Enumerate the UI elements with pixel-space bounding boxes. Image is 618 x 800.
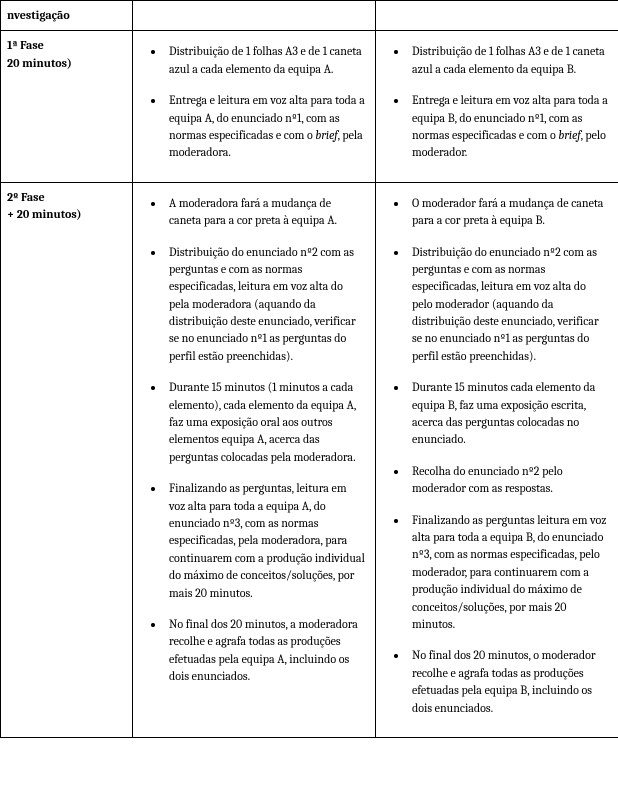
- list-item: Distribuição de 1 folhas A3 e de 1 canet…: [165, 43, 373, 78]
- phase-label: nvestigação: [1, 1, 133, 31]
- table-row: 1ª Fase20 minutos) Distribuição de 1 folh…: [1, 31, 618, 182]
- list-item: No final dos 20 minutos, a moderadora re…: [165, 616, 373, 686]
- list-item: A moderadora fará a mudança de caneta pa…: [165, 195, 373, 230]
- list-item: Durante 15 minutos (1 minutos a cada ele…: [165, 379, 373, 466]
- bullet-list: O moderador fará a mudança de caneta par…: [382, 195, 616, 717]
- list-item: No final dos 20 minutos, o moderador rec…: [408, 647, 616, 717]
- list-item: Distribuição de 1 folhas A3 e de 1 canet…: [408, 43, 616, 78]
- phase-label: 1ª Fase20 minutos): [1, 31, 133, 182]
- list-item: Entrega e leitura em voz alta para toda …: [165, 92, 373, 162]
- list-item: Finalizando as perguntas leitura em voz …: [408, 512, 616, 634]
- table-row: nvestigação: [1, 1, 618, 31]
- team-b-column: O moderador fará a mudança de caneta par…: [376, 182, 618, 737]
- list-item: Recolha do enunciado nº2 pelo moderador …: [408, 463, 616, 498]
- table-row: 2º Fase+ 20 minutos) A moderadora fará a …: [1, 182, 618, 737]
- list-item: Finalizando as perguntas, leitura em voz…: [165, 480, 373, 602]
- list-item: Entrega e leitura em voz alta para toda …: [408, 92, 616, 162]
- list-item: Distribuição do enunciado nº2 com as per…: [408, 244, 616, 366]
- team-b-column: [376, 1, 618, 31]
- team-a-column: Distribuição de 1 folhas A3 e de 1 canet…: [133, 31, 376, 182]
- list-item: Durante 15 minutos cada elemento da equi…: [408, 379, 616, 449]
- list-item: Distribuição do enunciado nº2 com as per…: [165, 244, 373, 366]
- bullet-list: Distribuição de 1 folhas A3 e de 1 canet…: [139, 43, 373, 161]
- team-b-column: Distribuição de 1 folhas A3 e de 1 canet…: [376, 31, 618, 182]
- phase-label: 2º Fase+ 20 minutos): [1, 182, 133, 737]
- bullet-list: A moderadora fará a mudança de caneta pa…: [139, 195, 373, 686]
- list-item: O moderador fará a mudança de caneta par…: [408, 195, 616, 230]
- team-a-column: [133, 1, 376, 31]
- protocol-table: nvestigação 1ª Fase20 minutos) Distribuiç…: [0, 0, 618, 738]
- bullet-list: Distribuição de 1 folhas A3 e de 1 canet…: [382, 43, 616, 161]
- team-a-column: A moderadora fará a mudança de caneta pa…: [133, 182, 376, 737]
